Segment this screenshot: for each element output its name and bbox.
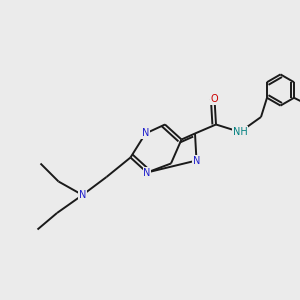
Text: N: N bbox=[193, 155, 200, 166]
Text: N: N bbox=[142, 128, 149, 139]
Text: O: O bbox=[211, 94, 218, 104]
Text: N: N bbox=[79, 190, 86, 200]
Text: N: N bbox=[143, 167, 151, 178]
Text: NH: NH bbox=[232, 127, 247, 137]
